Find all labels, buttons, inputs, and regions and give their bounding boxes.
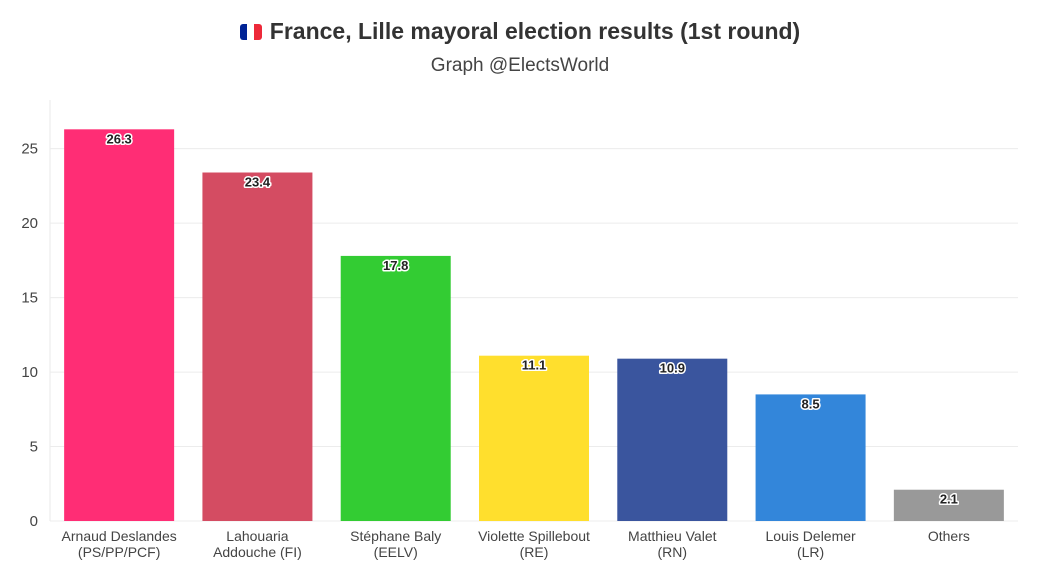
flag-stripe-blue (239, 23, 248, 40)
data-label: 17.8 (383, 258, 408, 273)
flag-stripe-white (247, 23, 255, 40)
bar (755, 394, 866, 521)
chart-header: France, Lille mayoral election results (… (0, 18, 1040, 77)
y-tick-label: 20 (21, 215, 38, 232)
x-category-label: Stéphane Baly (EELV) (350, 528, 441, 560)
x-category-label: Others (928, 528, 970, 544)
y-tick-label: 10 (21, 364, 38, 381)
x-category-label-line: Stéphane Baly (350, 528, 441, 544)
bar (202, 172, 313, 521)
x-category-label-line: (RE) (520, 544, 549, 560)
data-label: 2.1 (940, 492, 958, 507)
x-category-label: Arnaud Deslandes (PS/PP/PCF) (62, 528, 177, 560)
chart-title-row: France, Lille mayoral election results (… (239, 18, 801, 45)
data-label: 11.1 (522, 358, 547, 373)
data-label: 10.9 (660, 361, 685, 376)
y-tick-label: 25 (21, 141, 38, 158)
x-category-label-line: Lahouaria (226, 528, 288, 544)
x-category-label: Lahouaria Addouche (FI) (213, 528, 302, 560)
bar (617, 358, 728, 521)
x-category-label-line: Arnaud Deslandes (62, 528, 177, 544)
data-label: 8.5 (802, 396, 820, 411)
chart-title: France, Lille mayoral election results (… (269, 18, 801, 44)
y-tick-label: 5 (30, 439, 38, 456)
x-category-label-line: Louis Delemer (765, 528, 856, 544)
x-category-label-line: (LR) (797, 544, 824, 560)
x-category-label-line: Violette Spillebout (478, 528, 590, 544)
flag-stripe-red (254, 23, 262, 40)
y-tick-label: 15 (21, 290, 38, 307)
x-category-label-line: Addouche (FI) (213, 544, 302, 560)
bar (893, 489, 1004, 521)
x-category-label-line: Others (928, 528, 970, 544)
chart-subtitle: Graph @ElectsWorld (430, 55, 610, 76)
y-tick-label: 0 (30, 513, 38, 530)
x-category-label-line: Matthieu Valet (628, 528, 717, 544)
france-flag-icon (239, 23, 262, 40)
data-label: 26.3 (106, 131, 131, 146)
x-category-label-line: (RN) (658, 544, 688, 560)
x-category-label: Matthieu Valet (RN) (628, 528, 717, 560)
x-category-label-line: (EELV) (374, 544, 418, 560)
x-category-label: Violette Spillebout (RE) (478, 528, 590, 560)
bar (479, 355, 589, 521)
data-label: 23.4 (245, 175, 271, 190)
bar (340, 255, 451, 521)
x-category-label-line: (PS/PP/PCF) (78, 544, 160, 560)
bar (64, 129, 175, 521)
x-category-label: Louis Delemer (LR) (765, 528, 856, 560)
